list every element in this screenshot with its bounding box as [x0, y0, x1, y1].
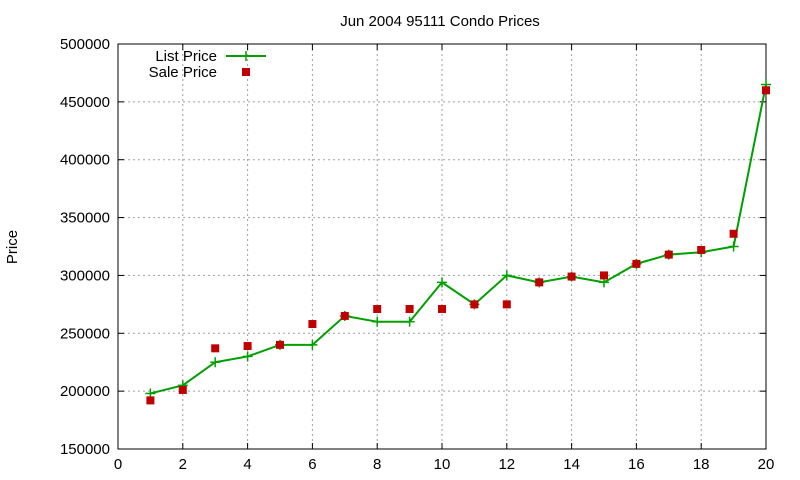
x-tick-label: 14 — [563, 456, 580, 473]
x-tick-label: 2 — [179, 456, 187, 473]
list-price-point — [404, 316, 415, 327]
y-tick-label: 200000 — [60, 383, 110, 400]
sale-price-point — [438, 304, 446, 313]
sale-price-point — [600, 271, 608, 280]
y-tick-label: 300000 — [60, 267, 110, 284]
y-tick-label: 350000 — [60, 210, 110, 227]
y-tick-label: 250000 — [60, 325, 110, 342]
x-tick-label: 8 — [373, 456, 381, 473]
list-price-line — [150, 84, 767, 395]
sale-price-point — [535, 278, 544, 287]
grid — [118, 44, 766, 449]
chart-title: Jun 2004 95111 Condo Prices — [340, 13, 540, 30]
sale-price-point — [762, 86, 770, 95]
sale-price-point — [211, 344, 220, 353]
list-price-point — [728, 241, 739, 252]
list-price-point — [437, 277, 447, 288]
sale-price-point — [502, 300, 511, 309]
y-tick-label: 500000 — [60, 36, 110, 53]
sale-price-point — [178, 385, 187, 394]
series — [145, 79, 771, 405]
y-tick-label: 150000 — [60, 441, 110, 458]
axes: 0 2 4 6 8 10 12 14 16 18 20 150000 200000 250000 30000… — [60, 36, 774, 473]
y-tick-label: 400000 — [60, 152, 110, 169]
sale-price-point — [405, 304, 414, 313]
legend-label: Sale Price — [149, 64, 217, 81]
sale-price-point — [632, 259, 641, 268]
list-price-point — [501, 270, 512, 281]
sale-price-point — [697, 245, 706, 254]
y-axis-label: Price — [4, 230, 21, 264]
x-tick-label: 12 — [498, 456, 515, 473]
series-sale-price — [146, 86, 770, 405]
sale-price-point — [276, 340, 284, 349]
list-price-point — [372, 316, 383, 327]
list-price-point — [242, 351, 253, 362]
series-list-price — [145, 79, 771, 399]
sale-price-point — [308, 320, 317, 329]
x-tick-label: 20 — [758, 456, 775, 473]
legend-label: List Price — [155, 48, 217, 65]
legend-marker — [241, 51, 251, 61]
x-tick-label: 6 — [308, 456, 316, 473]
sale-price-point — [373, 304, 382, 313]
x-tick-label: 4 — [243, 456, 251, 473]
x-tick-label: 10 — [434, 456, 451, 473]
sale-price-point — [567, 272, 576, 281]
sale-price-point — [470, 300, 479, 309]
list-price-point — [210, 357, 221, 368]
sale-price-point — [729, 229, 738, 238]
y-tick-label: 450000 — [60, 94, 110, 111]
sale-price-point — [340, 311, 349, 320]
sale-price-point — [664, 250, 673, 259]
list-price-point — [307, 339, 318, 350]
x-tick-label: 18 — [693, 456, 710, 473]
x-tick-label: 0 — [114, 456, 122, 473]
sale-price-point — [146, 396, 155, 405]
legend-marker — [242, 68, 250, 76]
sale-price-point — [243, 342, 252, 351]
x-tick-label: 16 — [628, 456, 645, 473]
